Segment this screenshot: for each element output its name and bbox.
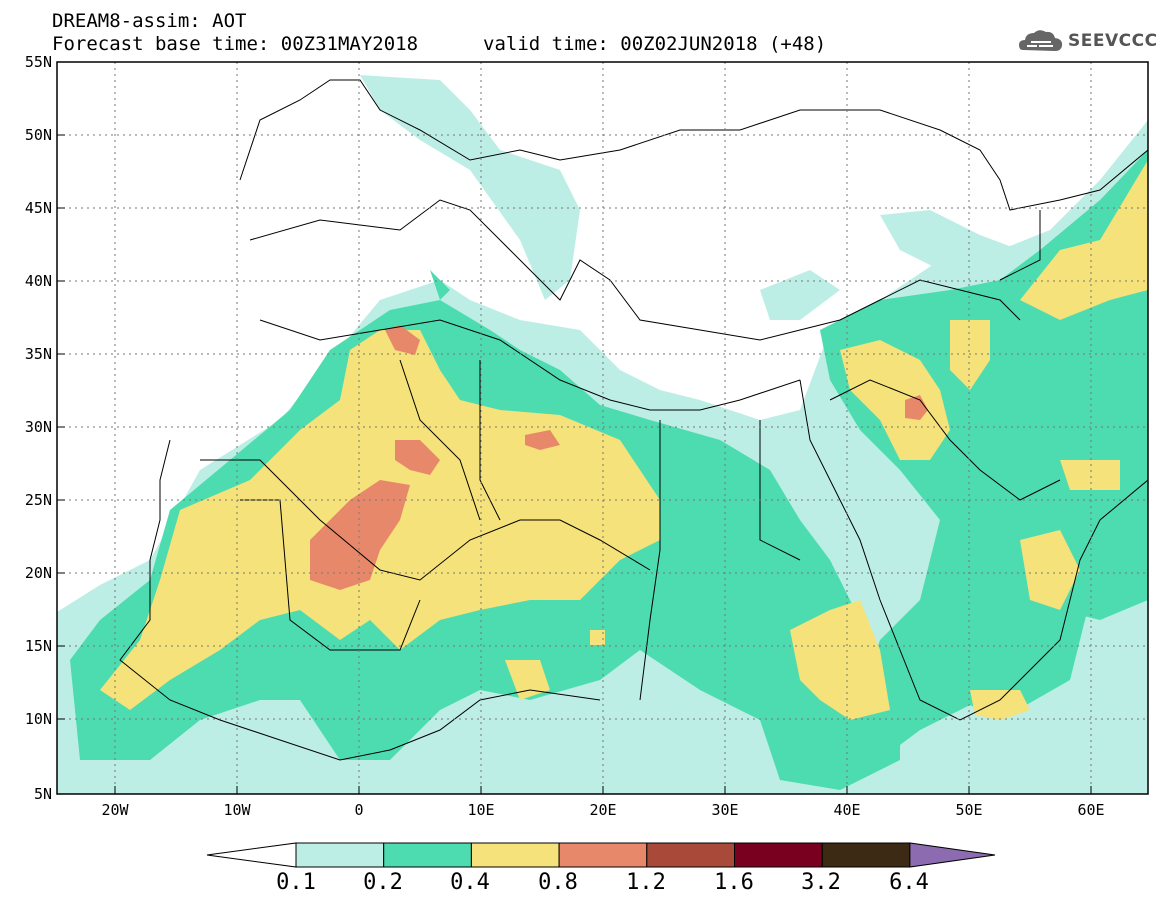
colorbar-label: 0.2 — [363, 870, 403, 895]
lat-label: 5N — [34, 785, 52, 803]
lon-label: 50E — [955, 801, 982, 819]
lon-label: 20W — [101, 801, 129, 819]
lat-label: 45N — [25, 199, 52, 217]
lon-label: 0 — [354, 801, 363, 819]
lat-label: 50N — [25, 126, 52, 144]
lon-label: 30E — [711, 801, 738, 819]
aot-field — [57, 62, 1148, 794]
lat-label: 30N — [25, 418, 52, 436]
lon-label: 60E — [1077, 801, 1104, 819]
colorbar-swatch — [646, 842, 735, 868]
colorbar-swatch — [295, 842, 385, 868]
colorbar-label: 3.2 — [801, 870, 841, 895]
map-title: DREAM8-assim: AOT — [52, 10, 247, 32]
lat-label: 55N — [25, 53, 52, 71]
colorbar-label: 0.1 — [276, 870, 316, 895]
colorbar-label: 1.6 — [714, 870, 754, 895]
lat-label: 15N — [25, 637, 52, 655]
colorbar-under-arrow — [206, 842, 297, 868]
colorbar-swatch — [734, 842, 823, 868]
valid-time: valid time: 00Z02JUN2018 (+48) — [483, 33, 827, 55]
logo-text: SEEVCCC — [1068, 31, 1158, 51]
lon-label: 10E — [467, 801, 494, 819]
colorbar-label: 6.4 — [889, 870, 929, 895]
colorbar-label: 0.4 — [450, 870, 490, 895]
lon-label: 20E — [589, 801, 616, 819]
colorbar-swatch — [470, 842, 560, 868]
lat-label: 20N — [25, 564, 52, 582]
lat-label: 10N — [25, 710, 52, 728]
colorbar — [206, 842, 996, 868]
colorbar-over-arrow — [909, 842, 996, 868]
lat-label: 25N — [25, 491, 52, 509]
lat-label: 40N — [25, 272, 52, 290]
lon-label: 40E — [833, 801, 860, 819]
colorbar-label: 1.2 — [626, 870, 666, 895]
colorbar-label: 0.8 — [538, 870, 578, 895]
lat-label: 35N — [25, 345, 52, 363]
forecast-base-time: Forecast base time: 00Z31MAY2018 — [52, 33, 419, 55]
colorbar-swatch — [558, 842, 648, 868]
cloud-icon — [1019, 30, 1063, 51]
lon-label: 10W — [223, 801, 251, 819]
colorbar-swatch — [383, 842, 472, 868]
colorbar-swatch — [821, 842, 911, 868]
